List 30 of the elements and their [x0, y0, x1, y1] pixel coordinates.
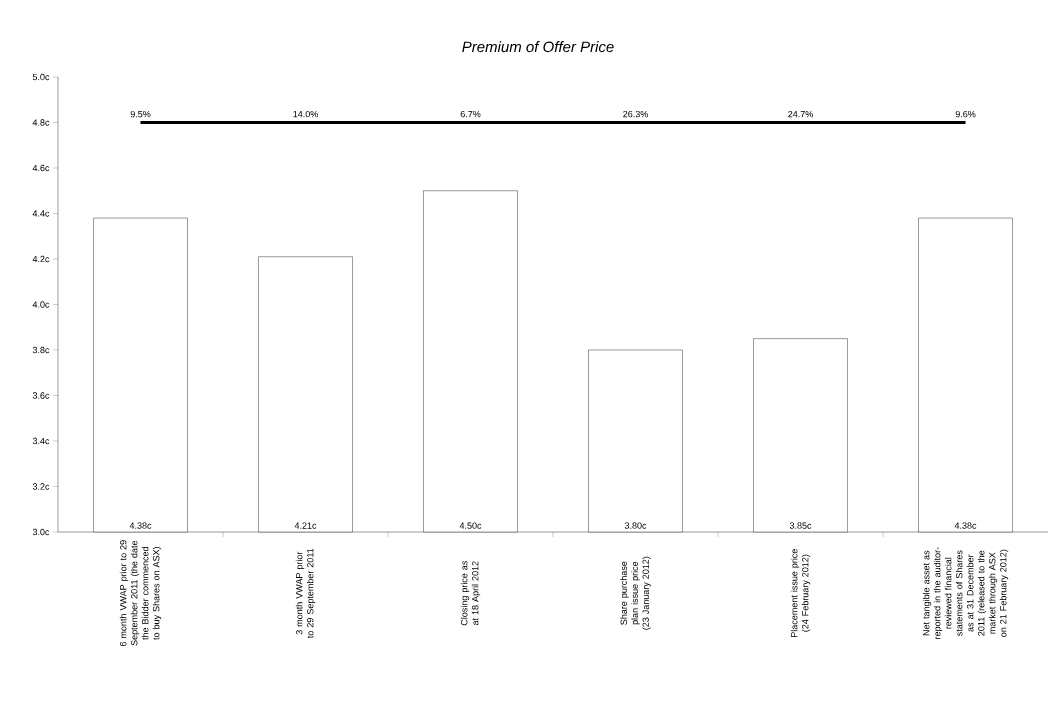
- annotation: 9.6%: [955, 110, 976, 118]
- y-tick-label: 4.2c: [32, 255, 50, 263]
- y-tick-label: 3.6c: [32, 392, 50, 399]
- annotation: 24.7%: [788, 110, 813, 118]
- data-label: 4.38c: [129, 522, 152, 529]
- data-label: 4.38c: [954, 522, 977, 529]
- x-tick-label: Share purchase plan issue price (23 January 2012): [620, 556, 651, 630]
- x-tick-label: Net tangible asset as reported in the auditor-reviewed financial statements of Shares as at 31 December 2011 (released to the market through ASX on 21 February 2012): [922, 547, 1009, 639]
- x-tick-label: Placement issue price (24 February 2012): [790, 549, 811, 637]
- data-label: 4.50c: [459, 522, 482, 529]
- annotation: 14.0%: [293, 110, 318, 118]
- y-tick-label: 4.0c: [32, 301, 50, 308]
- chart-title: Premium of Offer Price: [462, 41, 614, 53]
- annotation: 9.5%: [130, 110, 151, 118]
- x-tick-label: 6 month VWAP prior to 29 September 2011 (the date the Bidder commenced to buy Shares on ASX): [119, 540, 162, 647]
- data-label: 3.85c: [789, 522, 812, 529]
- y-tick-label: 5.0c: [32, 73, 50, 81]
- x-tick-label: 3 month VWAP prior to 29 September 2011: [295, 548, 316, 639]
- data-label: 4.21c: [294, 522, 317, 529]
- y-tick-label: 4.4c: [32, 210, 50, 217]
- y-tick-label: 3.0c: [32, 528, 50, 536]
- y-tick-label: 4.8c: [32, 119, 50, 126]
- annotation: 6.7%: [460, 110, 481, 118]
- data-label: 3.80c: [624, 522, 647, 529]
- annotation: 26.3%: [623, 110, 648, 118]
- y-tick-label: 4.6c: [32, 164, 50, 172]
- x-tick-label: Closing price as at 18 April 2012: [460, 561, 481, 626]
- y-tick-label: 3.4c: [32, 437, 50, 445]
- y-tick-label: 3.2c: [32, 483, 50, 490]
- y-tick-label: 3.8c: [32, 346, 50, 354]
